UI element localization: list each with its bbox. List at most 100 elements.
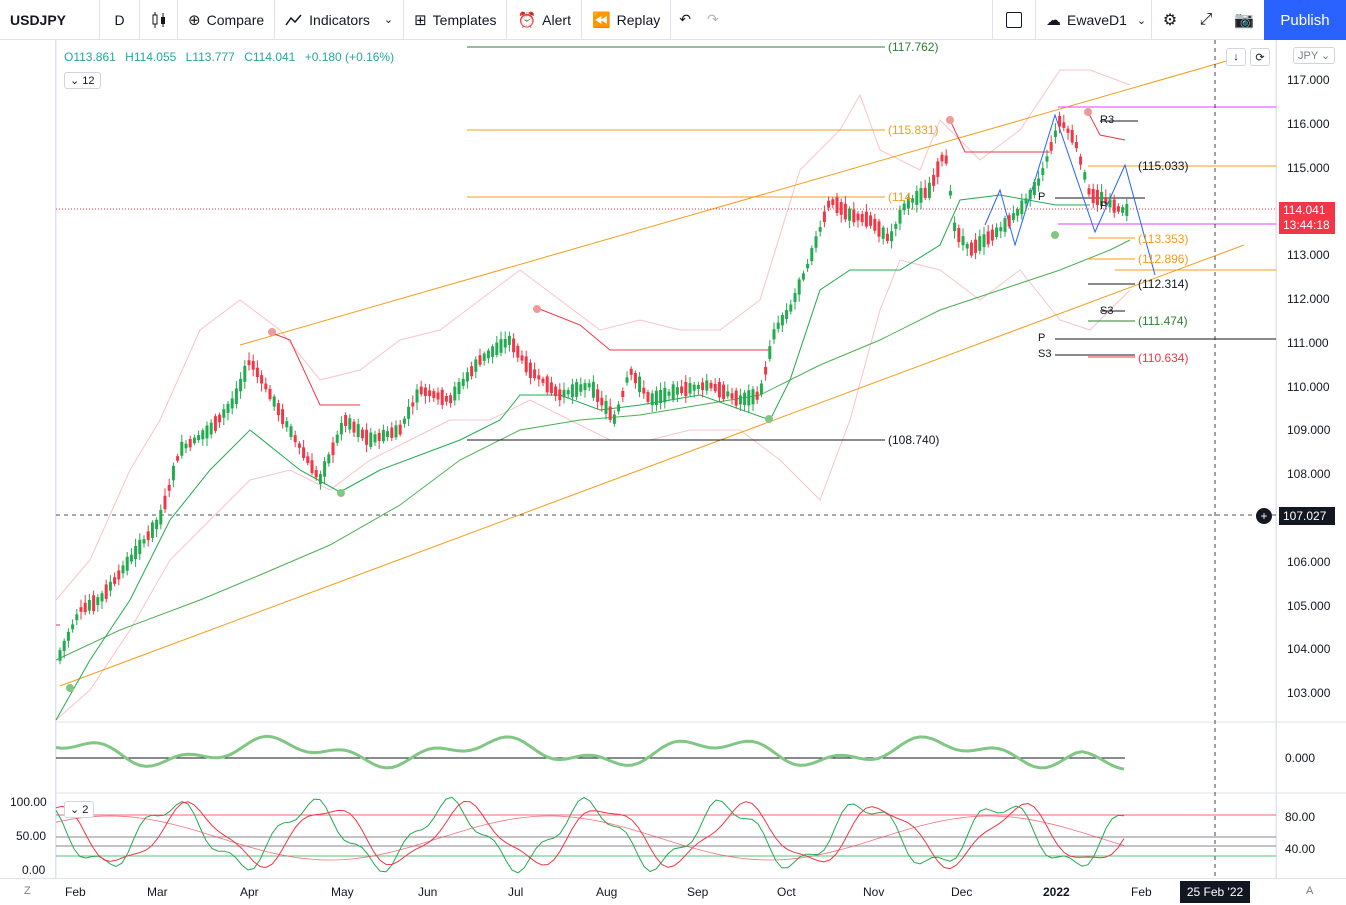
fullscreen-toggle-button[interactable]: [992, 0, 1036, 40]
osc2-collapse-button[interactable]: ⌄ 2: [64, 801, 95, 818]
candle-body: [310, 460, 314, 474]
candle-body: [323, 461, 327, 477]
candle-body: [646, 392, 650, 402]
candle-body: [545, 376, 549, 393]
oscillator-1-line: [55, 734, 1125, 771]
undo-button[interactable]: ↶: [671, 0, 699, 40]
candle-body: [680, 386, 684, 394]
candle-body: [436, 392, 440, 400]
candle-body: [591, 381, 595, 398]
candle-body: [772, 329, 776, 340]
candle-body: [915, 191, 919, 205]
channel-upper-line[interactable]: [239, 59, 1231, 346]
price-tick-label: 105.000: [1287, 598, 1331, 613]
candle-body: [638, 376, 642, 393]
candle-body: [1121, 207, 1125, 213]
chart-type-button[interactable]: [140, 0, 178, 40]
legend-open: O113.861: [64, 50, 116, 64]
candle-body: [785, 310, 789, 319]
candle-body: [373, 434, 377, 443]
expand-button[interactable]: ⤢: [1188, 0, 1224, 40]
candle-body: [117, 570, 121, 580]
candle-body: [873, 218, 877, 231]
candle-body: [549, 382, 553, 394]
candle-body: [92, 595, 96, 612]
candle-body: [163, 495, 167, 510]
candle-body: [1041, 168, 1045, 176]
publish-button[interactable]: Publish: [1264, 0, 1346, 40]
candle-body: [495, 342, 499, 356]
crosshair-plus-icon[interactable]: +: [1256, 508, 1272, 524]
candle-body: [1028, 189, 1032, 200]
currency-button[interactable]: JPY ⌄: [1293, 47, 1336, 64]
candle-body: [776, 322, 780, 329]
alarm-clock-icon: ⏰: [517, 11, 537, 29]
level-label: (111.474): [1138, 314, 1188, 328]
indicators-button[interactable]: Indicators ⌄: [275, 0, 405, 40]
candle-body: [877, 221, 881, 237]
layout-button[interactable]: ☁ EwaveD1 ⌄: [1036, 0, 1152, 40]
pivot-label: P: [1100, 200, 1108, 212]
candle-body: [906, 197, 910, 209]
time-axis[interactable]: Z Feb Mar Apr May Jun Jul Aug Sep Oct Nov Dec 2022 F…: [0, 878, 1346, 905]
candle-body: [848, 208, 852, 221]
expand-icon: ⤢: [1199, 11, 1213, 28]
moving-average-slow: [55, 239, 1131, 661]
candle-body: [197, 435, 201, 441]
indicators-collapse-button[interactable]: ⌄ 12: [64, 72, 101, 89]
candle-body: [457, 381, 461, 395]
channel-lower-line[interactable]: [59, 244, 1245, 687]
chevron-down-icon: ⌄: [70, 75, 83, 87]
candle-body: [1045, 156, 1049, 162]
alert-button[interactable]: ⏰ Alert: [507, 0, 582, 40]
level-label: (115.033): [1138, 159, 1189, 173]
candle-body: [440, 389, 444, 406]
auto-scale-button[interactable]: A: [1306, 885, 1314, 897]
candlestick-series[interactable]: [58, 111, 1129, 665]
month-label: Nov: [863, 885, 885, 899]
candle-body: [146, 531, 150, 541]
replay-button[interactable]: ⏪ Replay: [582, 0, 672, 40]
templates-button[interactable]: ⊞ Templates: [404, 0, 508, 40]
candle-body: [449, 395, 453, 404]
candle-body: [995, 227, 999, 238]
undo-icon: ↶: [679, 11, 691, 27]
interval-button[interactable]: D: [100, 0, 140, 40]
candle-body: [75, 614, 79, 621]
candle-body: [470, 366, 474, 377]
candle-body: [306, 456, 310, 464]
candle-body: [318, 474, 322, 484]
candle-body: [297, 443, 301, 448]
reset-scale-button[interactable]: ⟳: [1250, 48, 1270, 66]
candle-body: [66, 631, 70, 641]
candle-body: [335, 434, 339, 443]
osc2-left-label: 0.00: [22, 863, 46, 877]
candle-body: [890, 231, 894, 242]
candle-body: [1003, 218, 1007, 232]
compare-button[interactable]: ⊕ Compare: [178, 0, 276, 40]
snapshot-button[interactable]: 📷: [1224, 0, 1264, 40]
candle-body: [650, 393, 654, 406]
candle-body: [512, 338, 516, 353]
candle-body: [218, 414, 222, 423]
candle-body: [209, 422, 213, 435]
main-chart-svg[interactable]: [0, 40, 1346, 878]
redo-button[interactable]: ↷: [699, 0, 727, 40]
candle-body: [793, 293, 797, 302]
candle-body: [562, 389, 566, 398]
zoom-left-button[interactable]: Z: [24, 885, 31, 897]
settings-button[interactable]: ⚙: [1152, 0, 1188, 40]
scroll-to-latest-button[interactable]: ↓: [1226, 48, 1246, 66]
candle-body: [276, 403, 280, 416]
candle-body: [835, 197, 839, 214]
candle-body: [239, 378, 243, 392]
price-tick-label: 109.000: [1287, 423, 1331, 438]
rewind-icon: ⏪: [591, 11, 611, 29]
elliott-wave-lines[interactable]: [984, 113, 1156, 276]
candle-body: [142, 539, 146, 544]
candle-body: [1095, 189, 1099, 206]
candle-body: [927, 182, 931, 198]
candle-body: [600, 397, 604, 406]
symbol-search-button[interactable]: USDJPY: [0, 0, 100, 40]
candle-body: [150, 522, 154, 538]
